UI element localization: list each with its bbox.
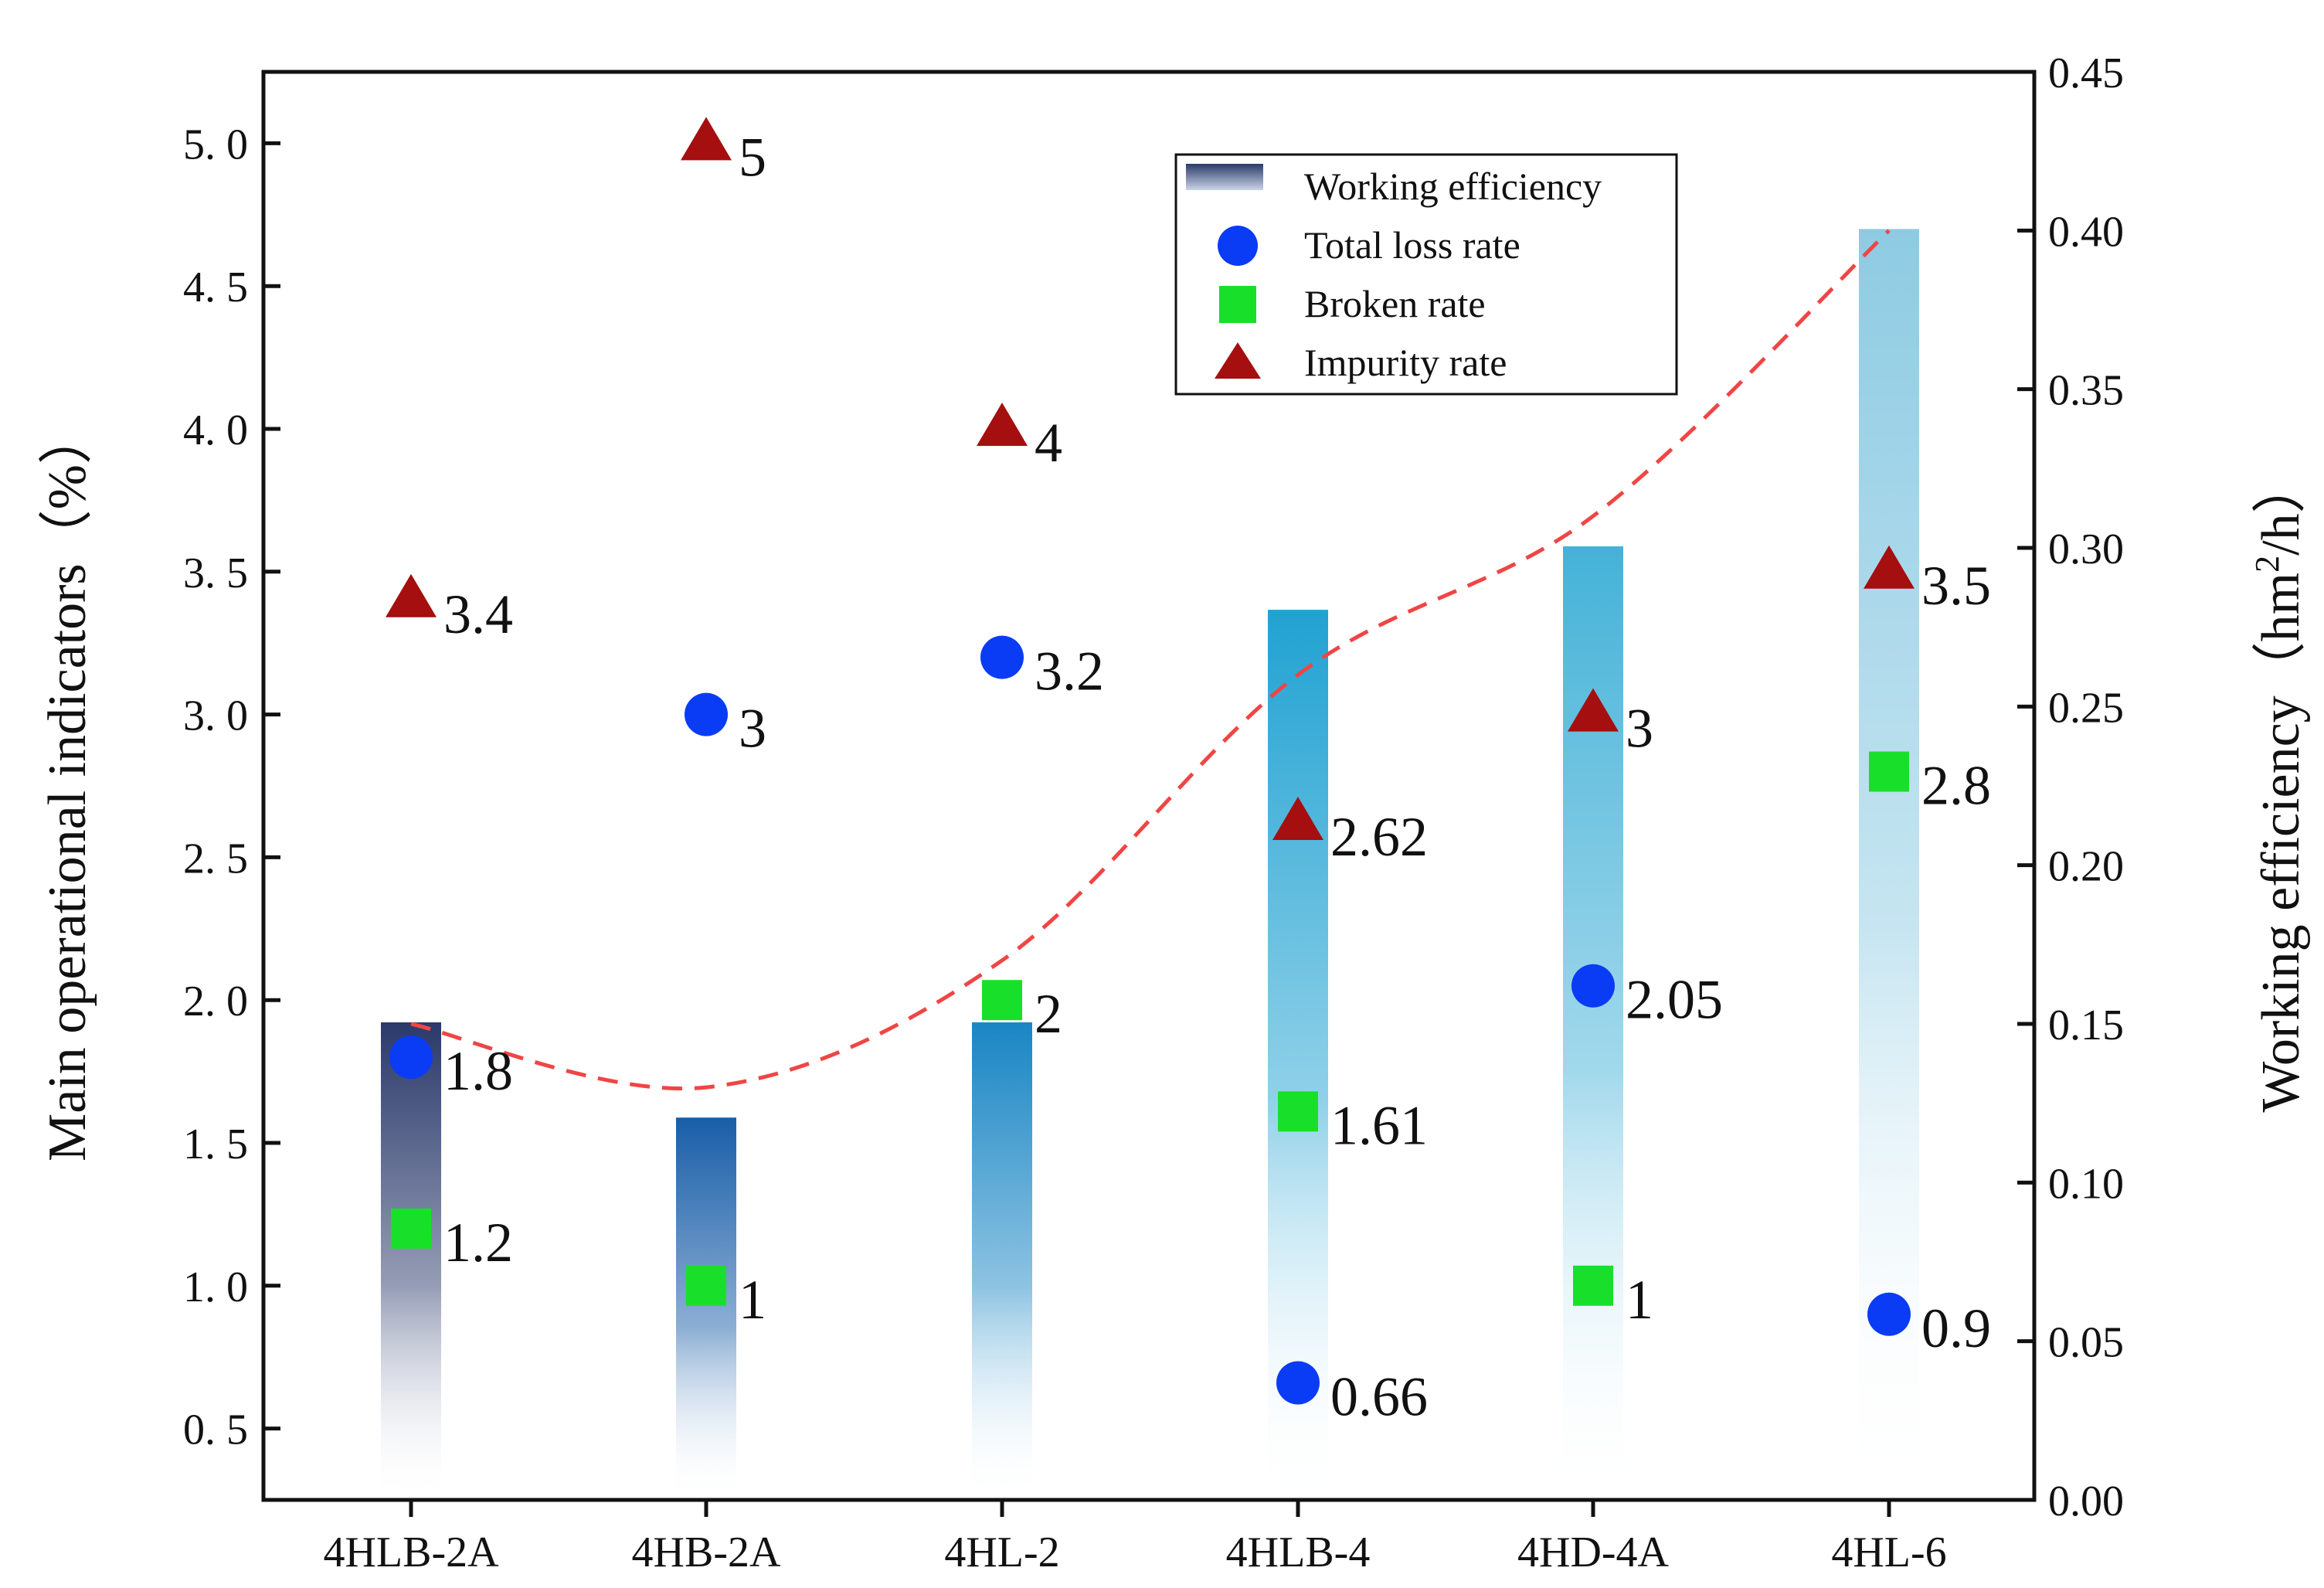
- right-axis-tick-label: 0.25: [2048, 684, 2124, 732]
- legend-box: [1174, 153, 1678, 396]
- left-axis-tick-label: 5. 0: [183, 121, 248, 168]
- total-loss-rate-point: [685, 692, 728, 736]
- legend-label-total-loss: Total loss rate: [1304, 223, 1520, 267]
- legend-marker-impurity: [1215, 342, 1261, 379]
- broken-rate-label: 2: [1035, 983, 1062, 1045]
- total-loss-rate-point: [1276, 1361, 1320, 1405]
- impurity-rate-point: [681, 117, 732, 161]
- total-loss-rate-point: [389, 1035, 433, 1080]
- broken-rate-point: [686, 1265, 726, 1306]
- working-efficiency-bar: [676, 1119, 736, 1500]
- total-loss-rate-point: [1867, 1292, 1911, 1336]
- left-axis-tick-label: 1. 5: [183, 1120, 248, 1168]
- working-efficiency-bar: [1859, 230, 1919, 1500]
- total-loss-rate-label: 0.66: [1330, 1365, 1428, 1427]
- impurity-rate-label: 3.5: [1921, 555, 1991, 617]
- impurity-rate-point: [1568, 688, 1619, 732]
- impurity-rate-point: [1864, 545, 1915, 589]
- right-axis-tick-label: 0.10: [2048, 1160, 2124, 1208]
- tick-layer: 0. 5 1. 0 1. 5 2. 0 2. 5 3. 0 3. 5 4. 0 4. 5 5. 0…: [183, 49, 2124, 1576]
- impurity-rate-point: [977, 403, 1028, 446]
- right-axis-tick-label: 0.35: [2048, 367, 2124, 415]
- broken-rate-label: 1.2: [443, 1212, 513, 1273]
- broken-rate-point: [391, 1208, 431, 1249]
- data-label-layer: 1.8 3 3.2 0.66 2.05 0.9 1.2 1 2 1.61 1 2.8 3.4 5 4 2.62…: [443, 126, 1991, 1427]
- impurity-rate-label: 2.62: [1330, 806, 1428, 868]
- trend-line: [410, 229, 1891, 1091]
- total-loss-rate-label: 2.05: [1626, 969, 1723, 1031]
- right-axis-title-unit-sup: 2: [2248, 556, 2286, 573]
- broken-rate-label: 1.61: [1330, 1094, 1428, 1156]
- working-efficiency-bar: [381, 1024, 441, 1500]
- right-axis-tick-label: 0.00: [2048, 1477, 2124, 1525]
- legend: Working efficiency Total loss rate Broke…: [1174, 153, 1678, 396]
- right-axis-title-unit-suffix: /h）: [2251, 459, 2311, 555]
- left-axis-tick-label: 2. 0: [183, 978, 248, 1025]
- broken-rate-point: [1573, 1265, 1613, 1306]
- left-axis-tick-label: 2. 5: [183, 835, 248, 882]
- working-efficiency-bar: [1268, 611, 1328, 1501]
- right-axis-tick-label: 0.20: [2048, 843, 2124, 891]
- x-axis-tick-label: 4HLB-4: [1226, 1528, 1371, 1576]
- x-axis-tick-label: 4HL-2: [944, 1528, 1059, 1576]
- x-axis-tick-label: 4HD-4A: [1517, 1528, 1670, 1576]
- x-axis-tick-label: 4HB-2A: [632, 1528, 781, 1576]
- right-axis-tick-label: 0.45: [2048, 49, 2124, 97]
- bar-layer: [381, 229, 1919, 1501]
- total-loss-rate-point: [980, 635, 1024, 679]
- legend-swatch-working-efficiency: [1186, 164, 1263, 190]
- right-axis-tick-label: 0.30: [2048, 525, 2124, 573]
- broken-rate-point: [1869, 751, 1909, 792]
- x-axis-tick-label: 4HL-6: [1831, 1528, 1946, 1576]
- marker-layer: [386, 117, 1915, 1405]
- left-axis-tick-label: 4. 5: [183, 264, 248, 311]
- broken-rate-point: [982, 980, 1022, 1021]
- left-axis-tick-label: 3. 0: [183, 692, 248, 740]
- legend-label-working-efficiency: Working efficiency: [1304, 165, 1602, 208]
- right-axis-tick-label: 0.15: [2048, 1001, 2124, 1049]
- broken-rate-point: [1278, 1091, 1318, 1132]
- total-loss-rate-label: 1.8: [443, 1040, 513, 1102]
- right-axis-title-unit-prefix: （hm: [2251, 573, 2311, 695]
- legend-label-broken: Broken rate: [1304, 282, 1486, 325]
- impurity-rate-label: 5: [739, 126, 766, 188]
- legend-label-impurity: Impurity rate: [1304, 341, 1507, 384]
- left-axis-tick-label: 3. 5: [183, 549, 248, 597]
- left-axis-tick-label: 0. 5: [183, 1406, 248, 1454]
- left-axis-title: Main operational indicators（%）: [38, 410, 97, 1161]
- working-efficiency-bar: [972, 1024, 1032, 1500]
- broken-rate-label: 1: [1626, 1269, 1653, 1331]
- total-loss-rate-label: 3.2: [1035, 641, 1104, 702]
- right-axis-tick-label: 0.05: [2048, 1319, 2124, 1367]
- right-axis-title-main: Working efficiency: [2251, 695, 2311, 1112]
- impurity-rate-point: [386, 573, 437, 617]
- total-loss-rate-point: [1571, 964, 1615, 1008]
- impurity-rate-label: 3: [1626, 698, 1653, 760]
- plot-frame: [261, 70, 2037, 1502]
- legend-marker-broken: [1219, 286, 1256, 323]
- impurity-rate-label: 3.4: [443, 583, 513, 645]
- x-axis-tick-label: 4HLB-2A: [323, 1528, 499, 1576]
- impurity-rate-label: 4: [1035, 412, 1062, 474]
- impurity-rate-point: [1272, 797, 1323, 841]
- total-loss-rate-label: 0.9: [1921, 1297, 1991, 1359]
- right-axis-title: Working efficiency（hm2/h）: [2248, 459, 2311, 1112]
- total-loss-rate-label: 3: [739, 698, 766, 760]
- broken-rate-label: 1: [739, 1269, 766, 1331]
- legend-marker-total-loss: [1218, 226, 1258, 266]
- right-axis-tick-label: 0.40: [2048, 208, 2124, 256]
- left-axis-tick-label: 4. 0: [183, 406, 248, 454]
- left-axis-tick-label: 1. 0: [183, 1263, 248, 1311]
- broken-rate-label: 2.8: [1921, 755, 1991, 817]
